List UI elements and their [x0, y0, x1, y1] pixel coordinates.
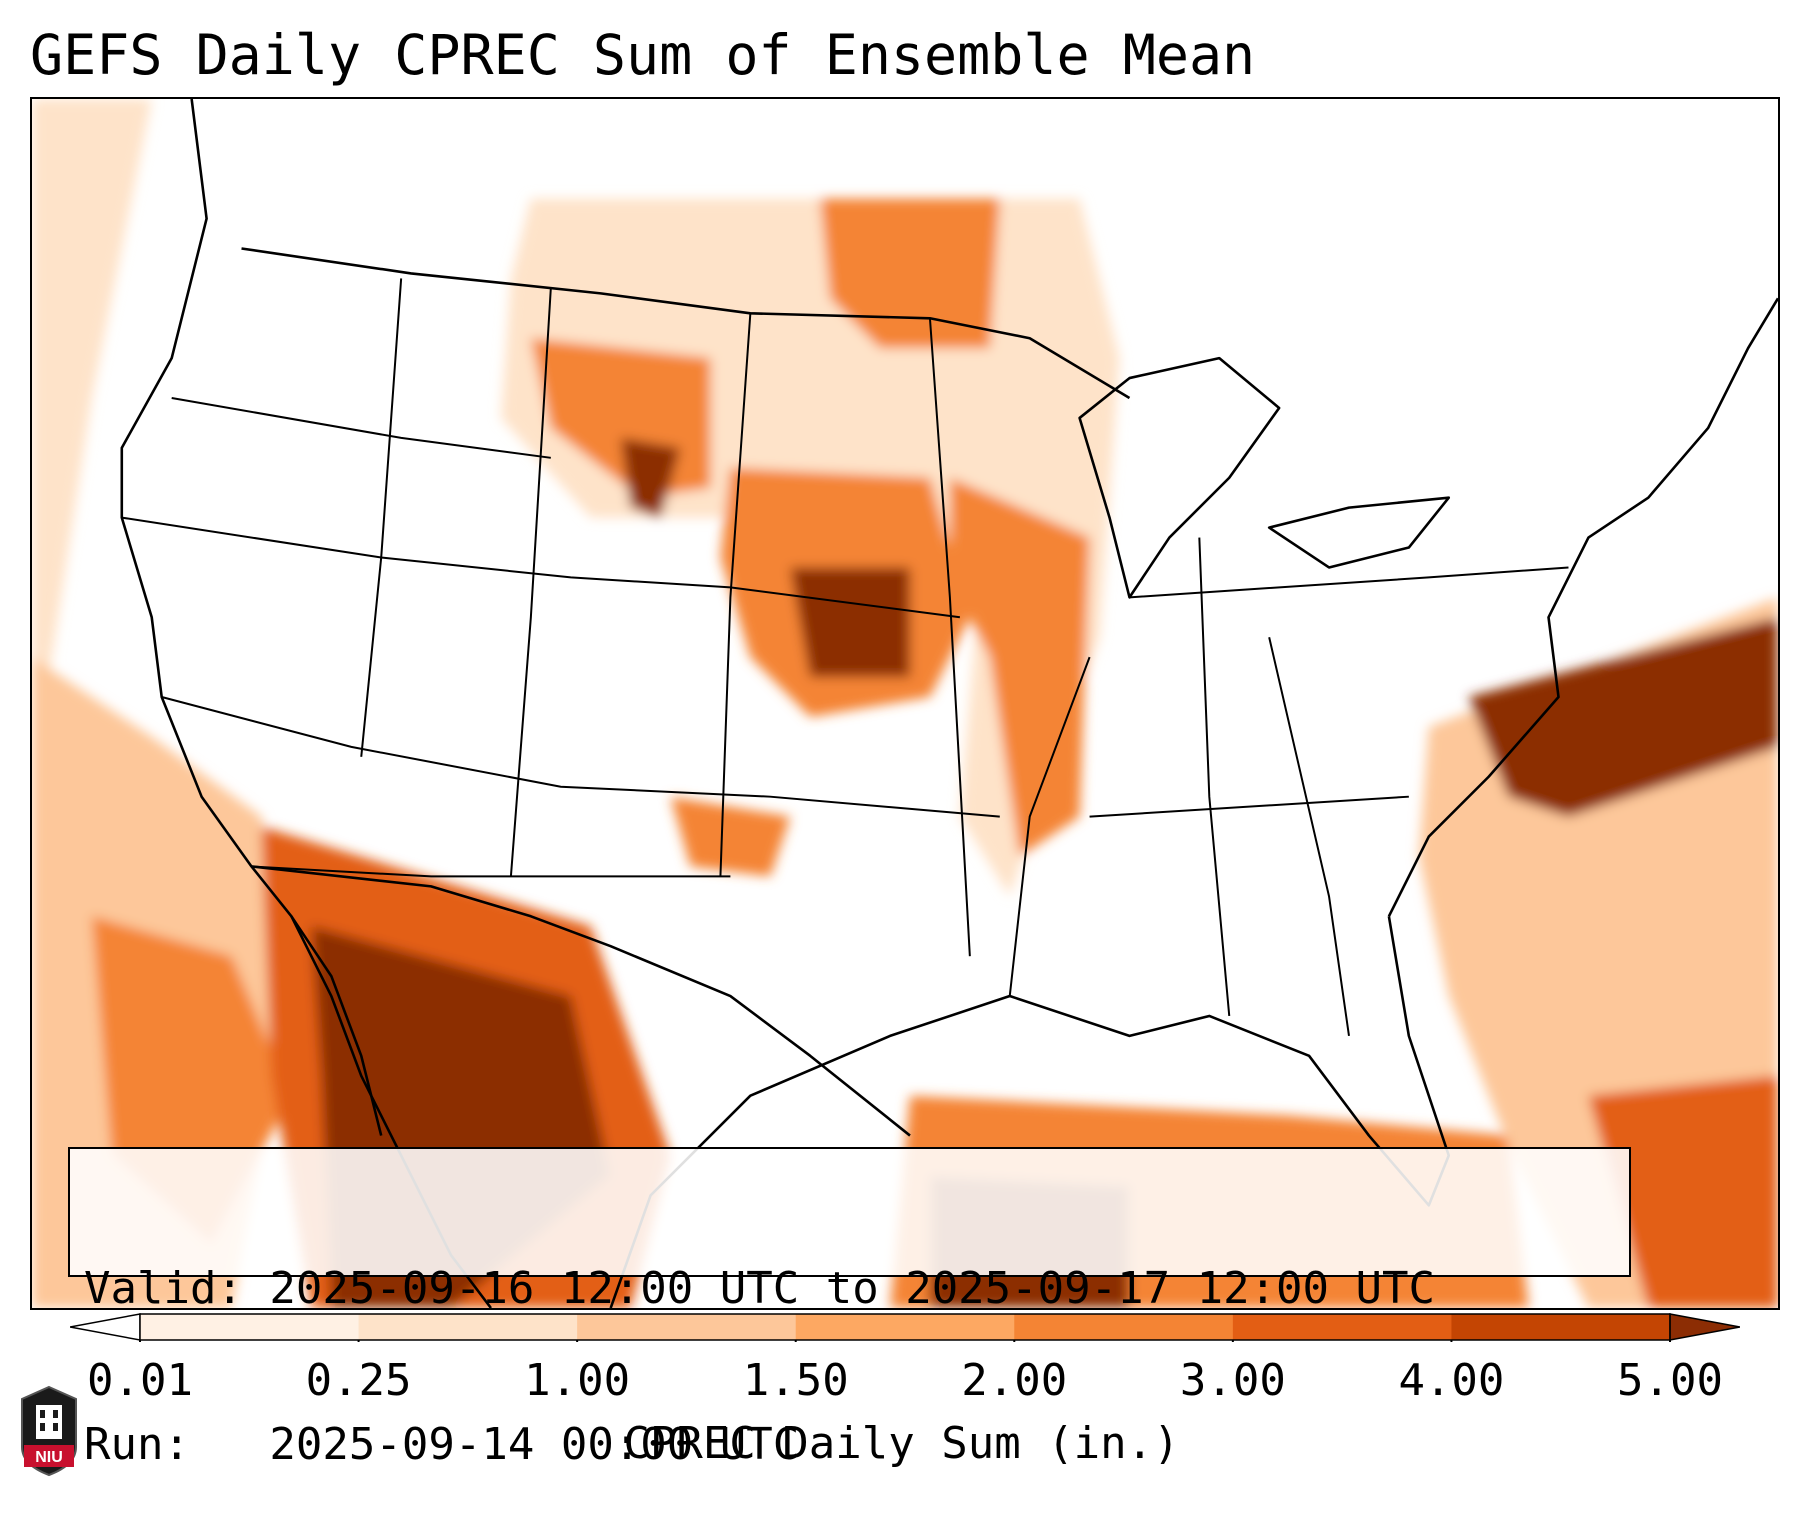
state-line-or-id [171, 397, 551, 459]
colorbar-segment [1014, 1314, 1234, 1340]
logo-text: NIU [35, 1449, 63, 1466]
colorbar-segment [1232, 1314, 1452, 1340]
chart-title: GEFS Daily CPREC Sum of Ensemble Mean [30, 23, 1256, 87]
lake-michigan-region [1078, 356, 1281, 599]
colorbar-tick-label: 1.50 [742, 1355, 849, 1406]
run-time-text: Run: 2025-09-14 00:00 UTC [84, 1419, 800, 1470]
colorbar-tick-label: 5.00 [1617, 1355, 1723, 1406]
precip-atlantic-core [1468, 617, 1778, 817]
colorbar-segment [358, 1314, 578, 1340]
state-line-ga [1268, 636, 1350, 1037]
colorbar-over-arrow [1669, 1313, 1740, 1341]
state-line-wy-ks [719, 313, 752, 877]
precip-pacific-band [32, 99, 152, 797]
precip-field [32, 99, 1778, 1308]
state-line-mn-la [928, 318, 971, 957]
niu-logo: NIU [20, 1385, 78, 1477]
colorbar [70, 1312, 1740, 1342]
colorbar-under-arrow [70, 1313, 141, 1341]
colorbar-segment [577, 1314, 797, 1340]
state-line-ut-co [509, 288, 552, 877]
state-line-ca-ne [121, 516, 961, 619]
border-mexico [251, 865, 911, 1137]
coastline-pacific [120, 99, 492, 1308]
colorbar-tick-label: 4.00 [1398, 1355, 1505, 1406]
precip-mississippi-valley [949, 477, 1090, 857]
colorbar-label: CPREC Daily Sum (in.) [623, 1418, 1180, 1469]
colorbar-tick-label: 0.25 [305, 1355, 412, 1406]
state-line-nm [251, 865, 731, 878]
coastline-baja [290, 915, 383, 1136]
colorbar-outline [139, 1313, 1671, 1341]
precip-north-dakota [820, 198, 1000, 349]
lake-erie-region [1267, 496, 1451, 569]
precip-new-mexico [670, 796, 791, 877]
valid-time-text: Valid: 2025-09-16 12:00 UTC to 2025-09-1… [84, 1263, 1436, 1314]
validity-info-box: Valid: 2025-09-16 12:00 UTC to 2025-09-1… [68, 1147, 1631, 1470]
state-lines [121, 278, 1569, 1037]
state-line-az-ok [161, 696, 1000, 818]
state-line-ms [1008, 656, 1091, 997]
state-line-tn-nc [1089, 795, 1409, 818]
state-line-oh-pa [1129, 566, 1569, 599]
colorbar-tick-label: 3.00 [1179, 1355, 1286, 1406]
state-line-in-al [1198, 537, 1231, 1017]
map-canvas [32, 99, 1778, 1308]
niu-logo-graphic: NIU [21, 1385, 77, 1477]
coastline-atlantic [1387, 297, 1778, 917]
colorbar-tick-label: 0.01 [87, 1355, 193, 1406]
precip-caribbean [1588, 1075, 1778, 1308]
state-line-id-nv [360, 278, 403, 757]
colorbar-graphic [70, 1313, 1740, 1342]
colorbar-segment [140, 1314, 360, 1340]
colorbar-tick-label: 2.00 [961, 1355, 1068, 1406]
colorbar-segment [795, 1314, 1015, 1340]
colorbar-tick-label: 1.00 [524, 1355, 631, 1406]
precip-nebraska-core [790, 567, 910, 678]
colorbar-segment [1451, 1314, 1671, 1340]
precip-montana-core [620, 437, 681, 518]
precipitation-map [30, 97, 1780, 1310]
